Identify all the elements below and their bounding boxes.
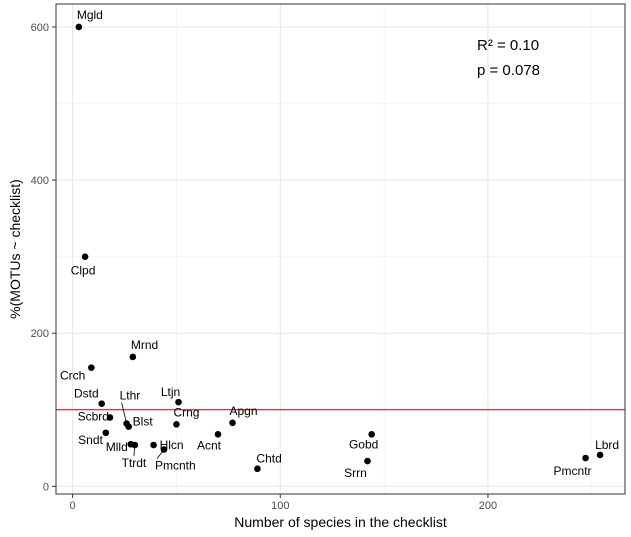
data-point bbox=[254, 465, 261, 473]
data-point bbox=[175, 398, 182, 406]
x-tick-label: 200 bbox=[479, 500, 497, 512]
data-point bbox=[150, 441, 157, 449]
axis-ticks: 0 100 200 0 200 400 600 bbox=[31, 22, 497, 512]
y-tick-label: 600 bbox=[31, 22, 49, 34]
point-label: Mrnd bbox=[131, 338, 158, 352]
point-label: Dstd bbox=[74, 387, 99, 401]
data-point bbox=[368, 430, 375, 438]
data-point bbox=[131, 441, 139, 449]
point-label: Mlld bbox=[106, 440, 128, 454]
point-label: Acnt bbox=[197, 438, 222, 452]
point-label: Crch bbox=[60, 369, 85, 383]
data-point bbox=[160, 446, 168, 453]
data-point bbox=[596, 451, 604, 459]
data-point bbox=[98, 400, 105, 407]
data-points: Mgld Clpd Mrnd Crch Ltjn Dstd Lthr Scbrd Blst Crn… bbox=[60, 8, 619, 480]
data-point bbox=[81, 253, 89, 260]
point-label: Scbrd bbox=[78, 409, 109, 423]
point-label: Srrn bbox=[344, 466, 367, 480]
data-point bbox=[582, 454, 589, 462]
panel-border bbox=[55, 3, 626, 495]
point-label: Sndt bbox=[78, 433, 103, 447]
grid bbox=[56, 4, 625, 494]
label-leader-line bbox=[121, 402, 127, 424]
point-label: Apgn bbox=[230, 404, 258, 418]
point-label: Blst bbox=[133, 415, 154, 429]
data-point bbox=[214, 430, 222, 438]
point-label: Mgld bbox=[77, 8, 103, 22]
point-label: Ttrdt bbox=[122, 456, 147, 470]
data-point bbox=[173, 421, 180, 428]
x-tick-label: 0 bbox=[70, 500, 76, 512]
data-point bbox=[364, 457, 371, 465]
r-squared-annotation: R² = 0.10 bbox=[477, 37, 539, 54]
x-axis-title: Number of species in the checklist bbox=[234, 514, 447, 530]
y-tick-label: 400 bbox=[31, 175, 49, 187]
data-point bbox=[75, 23, 83, 31]
point-label: Pmcnth bbox=[155, 459, 196, 473]
point-label: Gobd bbox=[349, 437, 378, 451]
point-label: Crng bbox=[173, 405, 199, 419]
x-tick-label: 100 bbox=[271, 500, 289, 512]
point-label: Pmcntr bbox=[554, 464, 592, 478]
y-tick-label: 0 bbox=[43, 481, 49, 493]
point-label: Lthr bbox=[120, 389, 141, 403]
data-point bbox=[129, 353, 137, 361]
point-label: Lbrd bbox=[595, 438, 619, 452]
data-point bbox=[102, 429, 110, 437]
point-label: Chtd bbox=[256, 452, 281, 466]
point-label: Ltjn bbox=[161, 385, 180, 399]
data-point bbox=[125, 423, 132, 430]
data-point bbox=[88, 364, 95, 371]
y-axis-title: %(MOTUs ~ checklist) bbox=[7, 179, 23, 319]
y-tick-label: 200 bbox=[31, 328, 49, 340]
p-value-annotation: p = 0.078 bbox=[477, 62, 540, 79]
data-point bbox=[229, 419, 236, 427]
point-label: Clpd bbox=[71, 264, 96, 278]
data-point bbox=[106, 414, 114, 421]
